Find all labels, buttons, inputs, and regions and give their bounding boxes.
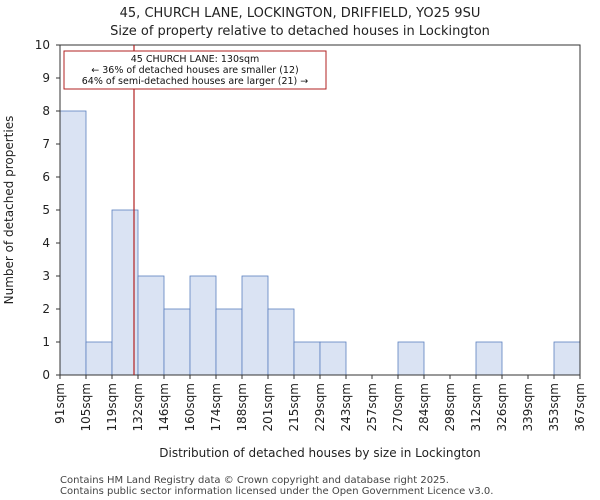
x-tick-label-312sqm: 312sqm <box>469 383 483 431</box>
x-tick-label-270sqm: 270sqm <box>391 383 405 431</box>
bar-353sqm <box>553 341 581 376</box>
annotation-line-2: ← 36% of detached houses are smaller (12… <box>91 65 298 76</box>
x-tick-label-215sqm: 215sqm <box>287 383 301 431</box>
x-tick-label-132sqm: 132sqm <box>131 383 145 431</box>
x-tick-label-160sqm: 160sqm <box>183 383 197 431</box>
chart-title: 45, CHURCH LANE, LOCKINGTON, DRIFFIELD, … <box>120 6 481 21</box>
chart-subtitle: Size of property relative to detached ho… <box>110 24 490 39</box>
bar-270sqm <box>397 341 425 376</box>
plot-frame <box>59 44 581 376</box>
bar-132sqm <box>137 275 165 376</box>
bar-105sqm <box>85 341 113 376</box>
y-tick-label: 6 <box>42 170 50 184</box>
y-tick-label: 8 <box>42 104 50 118</box>
bar-215sqm <box>293 341 321 376</box>
x-tick-label-353sqm: 353sqm <box>547 383 561 431</box>
y-ticks: 0 1 2 3 4 5 6 7 8 9 10 <box>35 38 60 382</box>
x-tick-label-91sqm: 91sqm <box>53 383 67 424</box>
y-tick-label: 10 <box>35 38 50 52</box>
x-ticks: 91sqm 105sqm 119sqm 132sqm 146sqm 160sqm 174sq… <box>53 375 587 431</box>
x-tick-label-243sqm: 243sqm <box>339 383 353 431</box>
footer-line-1: Contains HM Land Registry data © Crown c… <box>60 475 449 486</box>
x-tick-label-105sqm: 105sqm <box>79 383 93 431</box>
bar-201sqm <box>267 308 295 376</box>
annotation-line-3: 64% of semi-detached houses are larger (… <box>82 76 309 87</box>
y-tick-label: 2 <box>42 302 50 316</box>
x-tick-label-339sqm: 339sqm <box>521 383 535 431</box>
x-tick-label-257sqm: 257sqm <box>365 383 379 431</box>
bar-188sqm <box>241 275 269 376</box>
y-tick-label: 1 <box>42 335 50 349</box>
footer-line-2: Contains public sector information licen… <box>60 486 493 497</box>
x-tick-label-188sqm: 188sqm <box>235 383 249 431</box>
x-tick-label-326sqm: 326sqm <box>495 383 509 431</box>
x-axis-label: Distribution of detached houses by size … <box>159 446 480 460</box>
x-tick-label-367sqm: 367sqm <box>573 383 587 431</box>
bar-160sqm <box>189 275 217 376</box>
x-tick-label-229sqm: 229sqm <box>313 383 327 431</box>
y-tick-label: 0 <box>42 368 50 382</box>
x-tick-label-298sqm: 298sqm <box>443 383 457 431</box>
x-tick-label-146sqm: 146sqm <box>157 383 171 431</box>
bar-174sqm <box>215 308 243 376</box>
bar-312sqm <box>475 341 503 376</box>
x-tick-label-119sqm: 119sqm <box>105 383 119 431</box>
annotation-box <box>63 50 327 90</box>
y-tick-label: 9 <box>42 71 50 85</box>
y-tick-label: 5 <box>42 203 50 217</box>
x-tick-label-284sqm: 284sqm <box>417 383 431 431</box>
annotation-line-1: 45 CHURCH LANE: 130sqm <box>131 54 259 65</box>
y-tick-label: 4 <box>42 236 50 250</box>
x-tick-label-201sqm: 201sqm <box>261 383 275 431</box>
y-tick-label: 7 <box>42 137 50 151</box>
bar-91sqm <box>59 110 87 376</box>
bars-group <box>59 110 581 376</box>
bar-146sqm <box>163 308 191 376</box>
x-tick-label-174sqm: 174sqm <box>209 383 223 431</box>
y-tick-label: 3 <box>42 269 50 283</box>
y-axis-label: Number of detached properties <box>2 116 16 305</box>
bar-229sqm <box>319 341 347 376</box>
